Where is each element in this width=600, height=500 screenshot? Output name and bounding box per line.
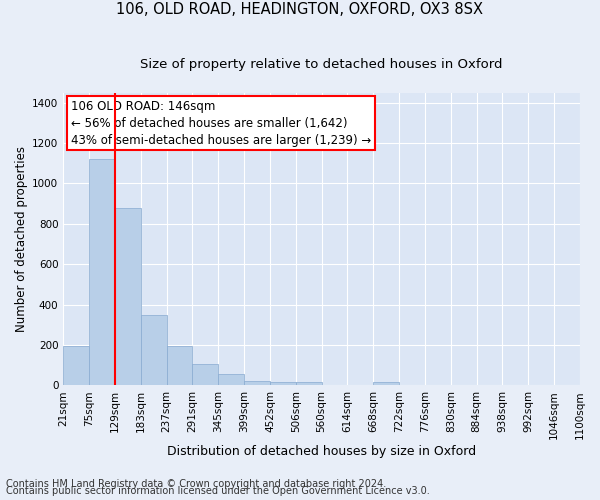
Text: Contains public sector information licensed under the Open Government Licence v3: Contains public sector information licen… [6,486,430,496]
Bar [373,382,399,386]
Y-axis label: Number of detached properties: Number of detached properties [15,146,28,332]
Bar [244,381,270,386]
Bar [167,346,193,386]
Text: Contains HM Land Registry data © Crown copyright and database right 2024.: Contains HM Land Registry data © Crown c… [6,479,386,489]
Bar [270,382,296,386]
Title: Size of property relative to detached houses in Oxford: Size of property relative to detached ho… [140,58,503,70]
Bar [89,159,115,386]
Bar [63,346,89,386]
Bar [296,382,322,386]
Bar [115,208,141,386]
Bar [193,364,218,386]
Text: 106 OLD ROAD: 146sqm
← 56% of detached houses are smaller (1,642)
43% of semi-de: 106 OLD ROAD: 146sqm ← 56% of detached h… [71,100,371,147]
Bar [141,314,167,386]
Text: 106, OLD ROAD, HEADINGTON, OXFORD, OX3 8SX: 106, OLD ROAD, HEADINGTON, OXFORD, OX3 8… [116,2,484,18]
X-axis label: Distribution of detached houses by size in Oxford: Distribution of detached houses by size … [167,444,476,458]
Bar [218,374,244,386]
